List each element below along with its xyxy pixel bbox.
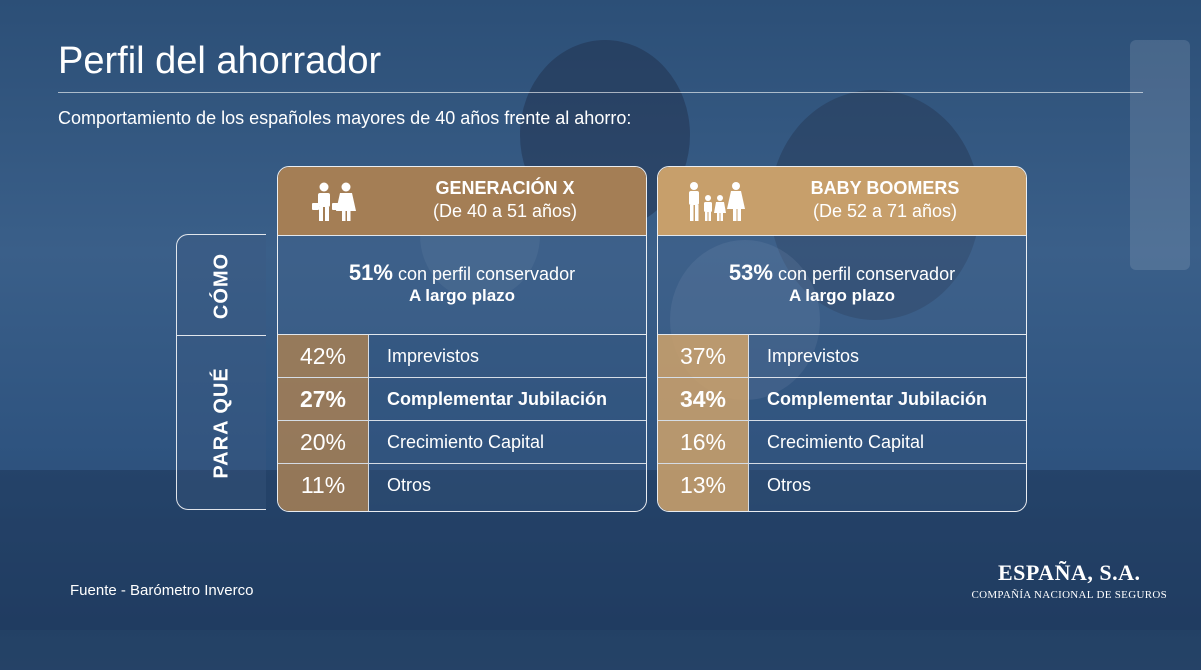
row-label: Imprevistos [748, 335, 1026, 377]
table-row: 37% Imprevistos [658, 335, 1026, 378]
brand-subtitle: COMPAÑÍA NACIONAL DE SEGUROS [971, 589, 1167, 601]
generation-x-range: (De 40 a 51 años) [432, 201, 578, 221]
source-note: Fuente - Barómetro Inverco [70, 582, 254, 599]
title-divider [58, 92, 1143, 93]
table-row: 27% Complementar Jubilación [278, 378, 646, 421]
background-photo-lamp [1130, 40, 1190, 270]
brand-logo: ESPAÑA, S.A. COMPAÑÍA NACIONAL DE SEGURO… [971, 560, 1167, 601]
row-percentage: 11% [278, 464, 368, 511]
generation-x-purpose-list: 42% Imprevistos 27% Complementar Jubilac… [278, 335, 646, 511]
generation-x-conservative-text: con perfil conservador [397, 264, 576, 284]
row-percentage: 16% [658, 421, 748, 463]
generation-x-term: A largo plazo [408, 286, 516, 305]
baby-boomers-como-cell: 53% con perfil conservador A largo plazo [658, 235, 1026, 335]
generation-x-header: GENERACIÓN X (De 40 a 51 años) [278, 167, 646, 235]
row-label: Otros [368, 464, 646, 511]
row-labels-column: CÓMO PARA QUÉ [176, 234, 266, 510]
side-divider [177, 335, 266, 336]
table-row: 42% Imprevistos [278, 335, 646, 378]
row-percentage: 34% [658, 378, 748, 420]
baby-boomers-conservative-pct: 53% [728, 260, 773, 285]
family-icon [689, 182, 745, 221]
row-percentage: 42% [278, 335, 368, 377]
page-title: Perfil del ahorrador [58, 40, 382, 82]
table-row: 34% Complementar Jubilación [658, 378, 1026, 421]
baby-boomers-range: (De 52 a 71 años) [812, 201, 958, 221]
table-row: 20% Crecimiento Capital [278, 421, 646, 464]
brand-name: ESPAÑA, S.A. [997, 560, 1141, 585]
page-subtitle: Comportamiento de los españoles mayores … [58, 108, 632, 128]
row-label: Imprevistos [368, 335, 646, 377]
row-percentage: 13% [658, 464, 748, 511]
table-row: 13% Otros [658, 464, 1026, 511]
generation-x-title: GENERACIÓN X [435, 178, 575, 198]
generation-x-conservative-pct: 51% [348, 260, 393, 285]
para-que-label: PARA QUÉ [210, 367, 233, 479]
baby-boomers-term: A largo plazo [788, 286, 896, 305]
baby-boomers-title: BABY BOOMERS [810, 178, 960, 198]
row-percentage: 20% [278, 421, 368, 463]
row-label: Otros [748, 464, 1026, 511]
baby-boomers-purpose-list: 37% Imprevistos 34% Complementar Jubilac… [658, 335, 1026, 511]
baby-boomers-header: BABY BOOMERS (De 52 a 71 años) [658, 167, 1026, 235]
row-percentage: 27% [278, 378, 368, 420]
couple-icon [312, 182, 356, 221]
generation-x-panel: GENERACIÓN X (De 40 a 51 años) 51% con p… [277, 166, 647, 512]
row-label: Crecimiento Capital [368, 421, 646, 463]
row-label: Crecimiento Capital [748, 421, 1026, 463]
generation-x-como-cell: 51% con perfil conservador A largo plazo [278, 235, 646, 335]
baby-boomers-panel: BABY BOOMERS (De 52 a 71 años) 53% con p… [657, 166, 1027, 512]
table-row: 11% Otros [278, 464, 646, 511]
row-percentage: 37% [658, 335, 748, 377]
baby-boomers-conservative-text: con perfil conservador [777, 264, 956, 284]
table-row: 16% Crecimiento Capital [658, 421, 1026, 464]
row-label: Complementar Jubilación [368, 378, 646, 420]
como-label: CÓMO [210, 252, 233, 320]
row-label: Complementar Jubilación [748, 378, 1026, 420]
